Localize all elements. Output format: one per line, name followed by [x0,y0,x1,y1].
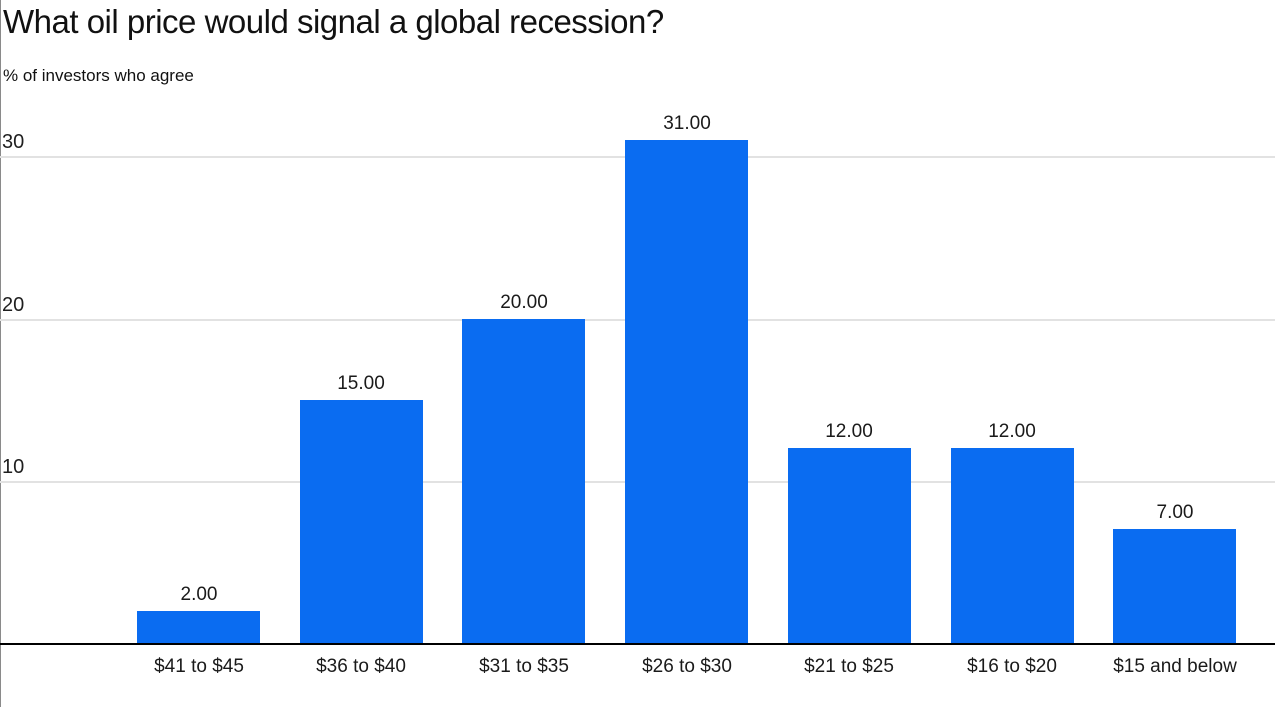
bar[interactable] [1113,529,1236,643]
bar-value-label: 12.00 [988,421,1036,442]
bar[interactable] [300,400,423,643]
bar-value-label: 2.00 [180,584,218,605]
bar-value-label: 7.00 [1156,502,1194,523]
x-tick-label: $15 and below [1113,656,1237,677]
x-tick-label: $36 to $40 [316,656,406,677]
bar-value-label: 15.00 [337,373,385,394]
left-frame-line [0,0,1,707]
x-tick-label: $26 to $30 [642,656,732,677]
bar[interactable] [137,611,260,643]
bar[interactable] [462,319,585,643]
bar[interactable] [951,448,1074,643]
bar[interactable] [625,140,748,643]
x-tick-label: $31 to $35 [479,656,569,677]
y-tick-label: 10 [2,456,25,478]
chart-subtitle: % of investors who agree [3,66,194,85]
y-tick-label: 20 [2,294,25,316]
x-axis-baseline [0,643,1275,645]
chart-title: What oil price would signal a global rec… [3,3,664,40]
y-tick-label: 30 [2,131,25,153]
x-tick-label: $21 to $25 [804,656,894,677]
bar-value-label: 20.00 [500,292,548,313]
bar-value-label: 31.00 [663,113,711,134]
bar-value-label: 12.00 [825,421,873,442]
x-tick-label: $41 to $45 [154,656,244,677]
bar[interactable] [788,448,911,643]
x-tick-label: $16 to $20 [967,656,1057,677]
